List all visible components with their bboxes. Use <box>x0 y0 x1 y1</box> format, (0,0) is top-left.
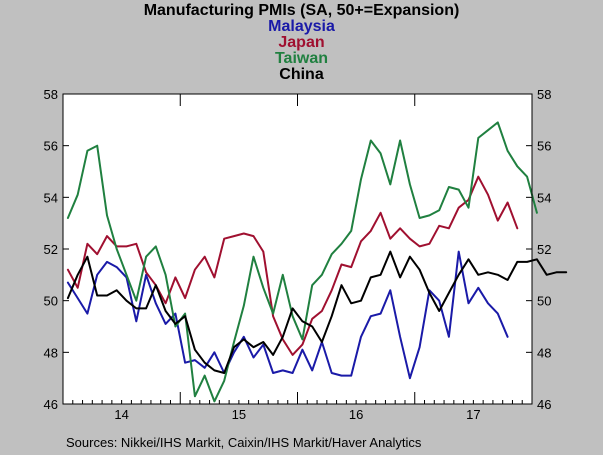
series-lines <box>66 121 568 403</box>
y-tick-label-right: 46 <box>537 397 551 412</box>
x-tick-label: 14 <box>114 407 128 422</box>
legend-china: China <box>279 66 324 83</box>
x-tick-label: 17 <box>466 407 480 422</box>
legend-taiwan: Taiwan <box>274 50 329 67</box>
y-tick-label-right: 52 <box>537 242 551 257</box>
y-tick-label-right: 54 <box>537 190 551 205</box>
y-tick-label-left: 52 <box>44 242 58 257</box>
source-note: Sources: Nikkei/IHS Markit, Caixin/IHS M… <box>66 435 422 450</box>
legend-japan: Japan <box>278 34 325 51</box>
chart-title: Manufacturing PMIs (SA, 50+=Expansion) <box>143 2 460 19</box>
series-line-japan <box>66 175 519 356</box>
y-tick-label-left: 46 <box>44 397 58 412</box>
y-tick-label-left: 50 <box>44 294 58 309</box>
y-tick-label-left: 56 <box>44 139 58 154</box>
x-tick-label: 15 <box>232 407 246 422</box>
plot-frame <box>62 93 533 405</box>
axis-ticks: 46 46 48 48 50 50 52 52 54 54 56 56 58 58 14 15 16 17 <box>44 87 552 422</box>
series-line-malaysia <box>66 250 509 380</box>
series-line-taiwan <box>66 121 538 403</box>
y-tick-label-right: 50 <box>537 294 551 309</box>
y-tick-label-left: 54 <box>44 190 58 205</box>
legend-malaysia: Malaysia <box>268 18 335 35</box>
series-line-china <box>66 250 568 374</box>
y-tick-label-right: 56 <box>537 139 551 154</box>
y-tick-label-left: 48 <box>44 345 58 360</box>
y-tick-label-right: 58 <box>537 87 551 102</box>
y-tick-label-right: 48 <box>537 345 551 360</box>
y-tick-label-left: 58 <box>44 87 58 102</box>
plot-background <box>63 94 532 404</box>
x-tick-label: 16 <box>349 407 363 422</box>
